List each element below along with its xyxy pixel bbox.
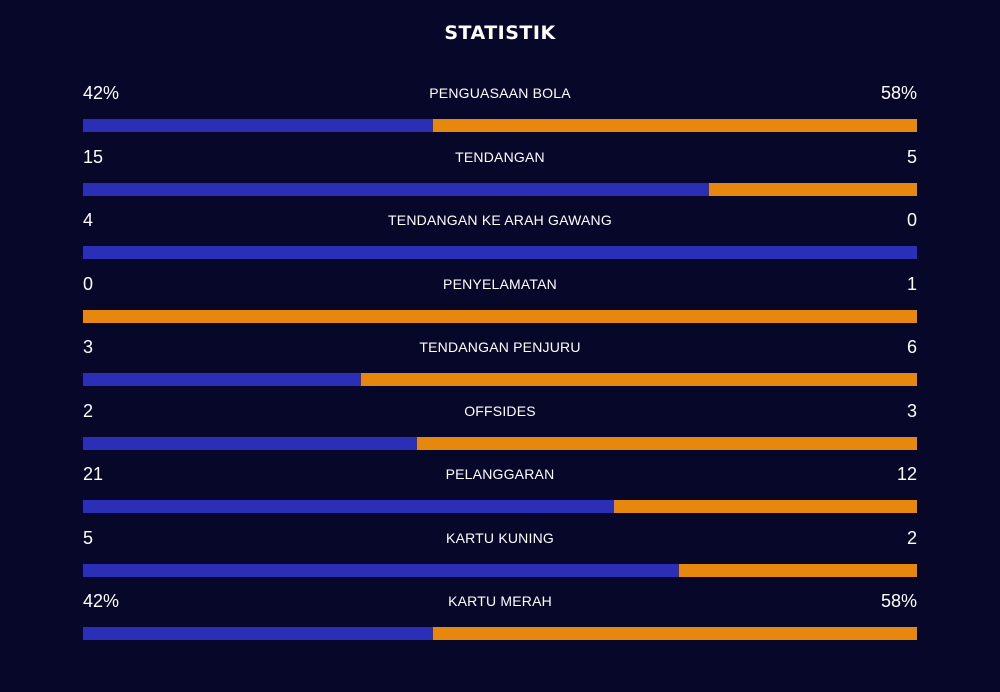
stat-bar	[83, 373, 917, 386]
stat-bar	[83, 436, 917, 450]
stat-left-value: 5	[83, 527, 94, 548]
stat-bar-left-segment	[83, 119, 434, 132]
stat-label: TENDANGAN	[455, 148, 545, 165]
stat-left-value: 2	[83, 400, 94, 421]
stat-left-value: 4	[83, 210, 94, 230]
stat-bar-left-segment	[83, 627, 434, 640]
stat-left-value: 42%	[83, 591, 120, 611]
stat-bar-right-segment	[708, 182, 917, 196]
stat-label: KARTU MERAH	[448, 593, 552, 609]
stat-label: TENDANGAN PENJURU	[419, 339, 581, 355]
stat-left-value: 0	[83, 273, 94, 294]
stat-row-saves: 0 PENYELAMATAN 1	[83, 272, 917, 336]
stat-right-value: 3	[906, 400, 917, 421]
stat-right-value: 6	[906, 337, 917, 357]
stat-bar	[83, 500, 917, 513]
stat-bar	[83, 246, 917, 259]
stat-right-value: 5	[906, 146, 917, 167]
panel-title: STATISTIK	[444, 22, 556, 44]
stat-left-value: 21	[83, 464, 104, 484]
stat-right-value: 12	[896, 464, 917, 484]
stat-row-yellow-cards: 5 KARTU KUNING 2	[83, 526, 917, 590]
stats-list: 42% PENGUASAAN BOLA 58% 15 TENDANGAN 5	[83, 81, 917, 653]
stat-bar-left-segment	[83, 500, 614, 513]
stat-row-corners: 3 TENDANGAN PENJURU 6	[83, 335, 917, 399]
stat-right-value: 2	[906, 527, 917, 548]
stat-row-fouls: 21 PELANGGARAN 12	[83, 462, 917, 526]
stat-bar-left-segment	[83, 563, 679, 577]
stat-bar-left-segment	[83, 182, 709, 196]
stat-right-value: 0	[906, 210, 917, 230]
stat-bar	[83, 627, 917, 640]
stat-bar-right-segment	[678, 563, 917, 577]
stat-bar	[83, 563, 917, 577]
stat-label: KARTU KUNING	[446, 529, 554, 546]
stat-bar-left-segment	[83, 373, 361, 386]
stat-row-offsides: 2 OFFSIDES 3	[83, 399, 917, 463]
stat-bar-left-segment	[83, 436, 417, 450]
stat-right-value: 58%	[880, 591, 917, 611]
stat-label: PENYELAMATAN	[443, 275, 557, 292]
stat-row-shots-on-target: 4 TENDANGAN KE ARAH GAWANG 0	[83, 208, 917, 272]
stat-bar-right-segment	[433, 119, 917, 132]
stat-left-value: 42%	[83, 83, 120, 103]
stat-bar	[83, 309, 917, 323]
stat-left-value: 15	[83, 146, 104, 167]
stat-bar	[83, 182, 917, 196]
stat-left-value: 3	[83, 337, 94, 357]
stat-bar-left-segment	[83, 246, 917, 259]
stat-label: OFFSIDES	[464, 402, 536, 419]
stat-bar-right-segment	[433, 627, 917, 640]
stat-right-value: 1	[906, 273, 917, 294]
stat-label: TENDANGAN KE ARAH GAWANG	[388, 212, 612, 228]
stat-row-possession: 42% PENGUASAAN BOLA 58%	[83, 81, 917, 145]
stat-bar	[83, 119, 917, 132]
stat-bar-right-segment	[83, 309, 917, 323]
stat-bar-right-segment	[416, 436, 917, 450]
stat-right-value: 58%	[880, 83, 917, 103]
stat-bar-right-segment	[613, 500, 917, 513]
stat-label: PELANGGARAN	[445, 466, 555, 482]
stat-row-red-cards: 42% KARTU MERAH 58%	[83, 589, 917, 653]
stat-row-shots: 15 TENDANGAN 5	[83, 145, 917, 209]
stat-label: PENGUASAAN BOLA	[429, 85, 571, 101]
stat-bar-right-segment	[360, 373, 917, 386]
